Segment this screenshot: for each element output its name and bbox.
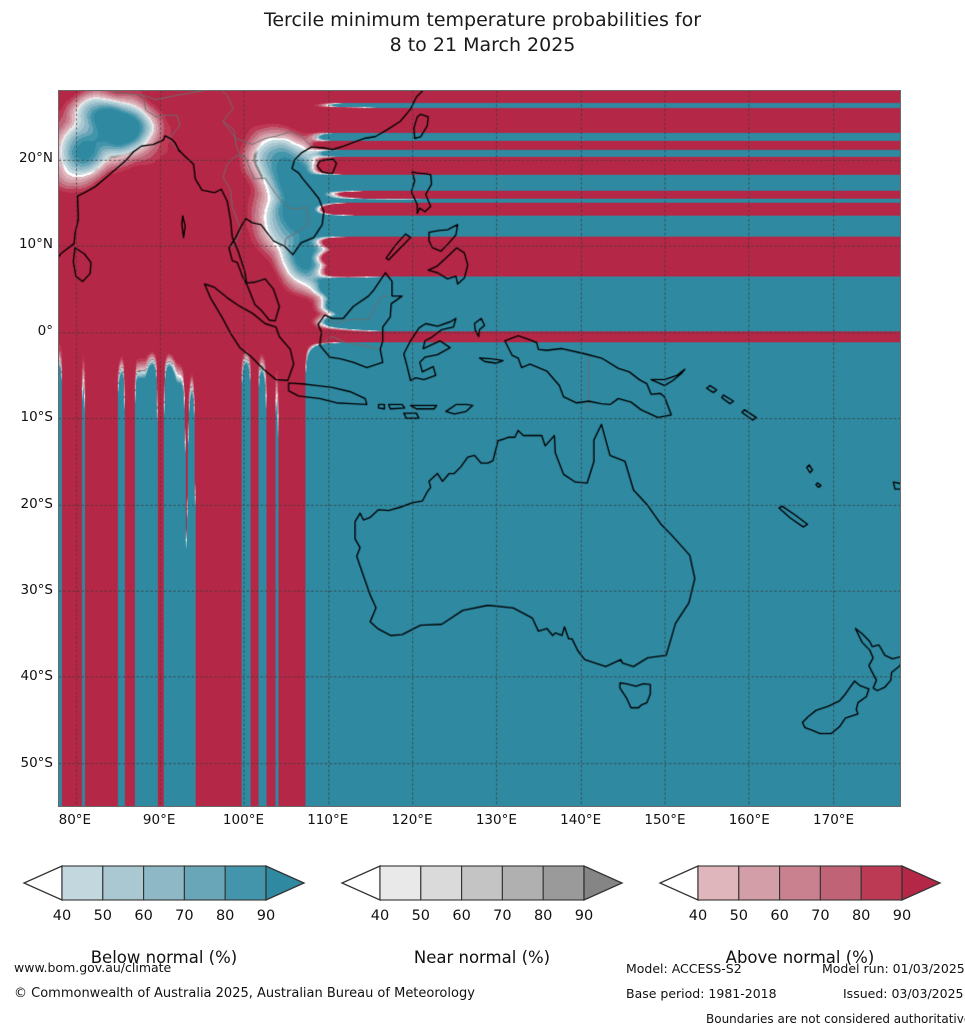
colorbar-tick-label: 50 (411, 908, 431, 924)
lon-label: 110°E (307, 812, 349, 828)
lat-label: 20°N (18, 150, 53, 167)
colorbar-tick-label: 40 (688, 908, 708, 924)
colorbar-ticks: 40 50 60 70 80 90 (332, 908, 632, 928)
colorbar-tick-label: 70 (175, 908, 194, 924)
probability-map (58, 90, 901, 807)
lat-label: 20°S (20, 495, 54, 512)
colorbar-tick-label: 50 (93, 908, 113, 924)
lat-label: 50°S (20, 754, 54, 771)
lat-label: 40°S (20, 668, 54, 685)
colorbar-tick-label: 60 (134, 908, 153, 924)
lon-label: 100°E (222, 812, 264, 828)
colorbar-tick-label: 80 (851, 908, 871, 924)
lon-label: 80°E (58, 812, 92, 828)
colorbar-tick-label: 90 (256, 908, 276, 924)
lat-label: 10°S (20, 409, 54, 426)
colorbar-tick-label: 60 (770, 908, 789, 924)
colorbar-swatches (14, 862, 314, 908)
colorbar-tick-label: 80 (215, 908, 235, 924)
colorbar-tick-label: 90 (574, 908, 594, 924)
base-period-label: Base period: 1981-2018 (626, 986, 777, 1001)
bom-website-link[interactable]: www.bom.gov.au/climate (14, 960, 172, 975)
colorbar-tick-label: 40 (52, 908, 72, 924)
lon-label: 120°E (391, 812, 433, 828)
colorbar-tick-label: 90 (892, 908, 912, 924)
title-line-1: Tercile minimum temperature probabilitie… (263, 9, 702, 31)
lon-label: 140°E (560, 812, 602, 828)
issued-label: Issued: 03/03/2025 (843, 986, 964, 1001)
colorbar-title: Near normal (%) (413, 948, 551, 967)
colorbar-swatches (650, 862, 950, 908)
colorbar-tick-label: 80 (533, 908, 553, 924)
lat-label: 10°N (18, 236, 53, 253)
colorbar-near-normal: 40 50 60 70 80 90 Near normal (%) (332, 862, 632, 967)
lat-label: 0° (37, 322, 53, 339)
lon-label: 130°E (475, 812, 517, 828)
page-title: Tercile minimum temperature probabilitie… (0, 8, 965, 58)
lon-label: 150°E (644, 812, 686, 828)
lat-label: 30°S (20, 582, 54, 599)
model-label: Model: ACCESS-S2 (626, 961, 742, 976)
colorbar-below-normal: 40 50 60 70 80 90 Below normal (%) (14, 862, 314, 967)
title-line-2: 8 to 21 March 2025 (389, 34, 576, 56)
map-raster (59, 91, 900, 806)
colorbar-above-normal: 40 50 60 70 80 90 Above normal (%) (650, 862, 950, 967)
colorbar-title: Above normal (%) (725, 948, 875, 967)
colorbar-title: Below normal (%) (90, 948, 238, 967)
lon-label: 170°E (813, 812, 855, 828)
lon-label: 160°E (728, 812, 770, 828)
colorbar-tick-label: 70 (493, 908, 512, 924)
colorbar-tick-label: 40 (370, 908, 390, 924)
colorbar-tick-label: 70 (811, 908, 830, 924)
colorbar-tick-label: 50 (729, 908, 749, 924)
colorbar-tick-label: 60 (452, 908, 471, 924)
colorbar-ticks: 40 50 60 70 80 90 (650, 908, 950, 928)
copyright-text: © Commonwealth of Australia 2025, Austra… (14, 986, 475, 1001)
colorbar-ticks: 40 50 60 70 80 90 (14, 908, 314, 928)
boundaries-disclaimer: Boundaries are not considered authoritat… (706, 1012, 965, 1026)
model-run-label: Model run: 01/03/2025 (822, 961, 965, 976)
lon-label: 90°E (142, 812, 176, 828)
colorbar-swatches (332, 862, 632, 908)
